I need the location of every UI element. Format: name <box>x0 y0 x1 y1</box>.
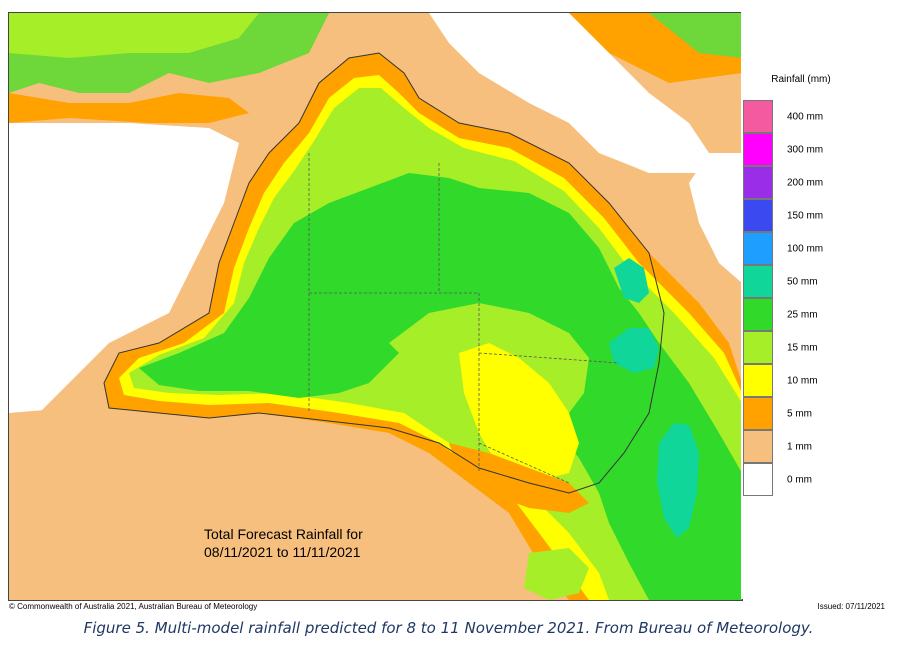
legend-swatch <box>743 430 773 463</box>
se-orange-pocket <box>449 443 589 513</box>
south-ocean-orange <box>9 408 509 600</box>
coastline <box>103 52 665 494</box>
legend-swatch <box>743 100 773 133</box>
legend-label: 1 mm <box>787 441 812 452</box>
legend-label: 10 mm <box>787 375 818 386</box>
white-west-ocean <box>9 123 239 413</box>
north-lightgreen <box>9 13 259 58</box>
legend-label: 50 mm <box>787 276 818 287</box>
east-coast-50mm-1 <box>614 258 649 303</box>
mainland-25mm <box>139 173 742 600</box>
south-10mm-pocket <box>459 343 579 483</box>
legend-swatch <box>743 265 773 298</box>
tasmania <box>524 548 589 600</box>
legend-label: 150 mm <box>787 210 824 221</box>
legend-swatch <box>743 364 773 397</box>
tasman-50mm <box>657 423 699 538</box>
legend-swatch <box>743 199 773 232</box>
issued-date: Issued: 07/11/2021 <box>817 602 885 611</box>
east-coast-50mm-2 <box>609 328 659 373</box>
state-borders <box>308 153 620 484</box>
legend-swatch <box>743 463 773 496</box>
ne-green <box>649 13 742 58</box>
legend-swatch <box>743 166 773 199</box>
legend-label: 0 mm <box>787 474 812 485</box>
legend-swatch <box>743 232 773 265</box>
forecast-title-line2: 08/11/2021 to 11/11/2021 <box>204 544 361 560</box>
legend-label: 15 mm <box>787 342 818 353</box>
legend-label: 400 mm <box>787 111 824 122</box>
legend-label: 100 mm <box>787 243 824 254</box>
figure-caption: Figure 5. Multi-model rainfall predicted… <box>83 619 814 637</box>
legend-swatch <box>743 133 773 166</box>
rainfall-map-svg <box>9 13 742 600</box>
legend-swatch <box>743 397 773 430</box>
legend-label: 200 mm <box>787 177 824 188</box>
copyright-text: © Commonwealth of Australia 2021, Austra… <box>9 602 258 611</box>
legend-label: 300 mm <box>787 144 824 155</box>
rainfall-map: Total Forecast Rainfall for 08/11/2021 t… <box>8 12 743 601</box>
white-north-ocean <box>429 13 709 173</box>
legend-label: 25 mm <box>787 309 818 320</box>
legend-label: 5 mm <box>787 408 812 419</box>
legend-swatch <box>743 298 773 331</box>
legend-swatch <box>743 331 773 364</box>
north-orange-band <box>9 93 249 123</box>
forecast-title-line1: Total Forecast Rainfall for <box>204 526 363 542</box>
legend-title: Rainfall (mm) <box>771 74 831 85</box>
forecast-title: Total Forecast Rainfall for 08/11/2021 t… <box>204 525 363 561</box>
rainfall-legend: Rainfall (mm) 400 mm 300 mm 200 mm 150 mm 10… <box>741 12 889 599</box>
white-east-ocean <box>689 153 742 283</box>
